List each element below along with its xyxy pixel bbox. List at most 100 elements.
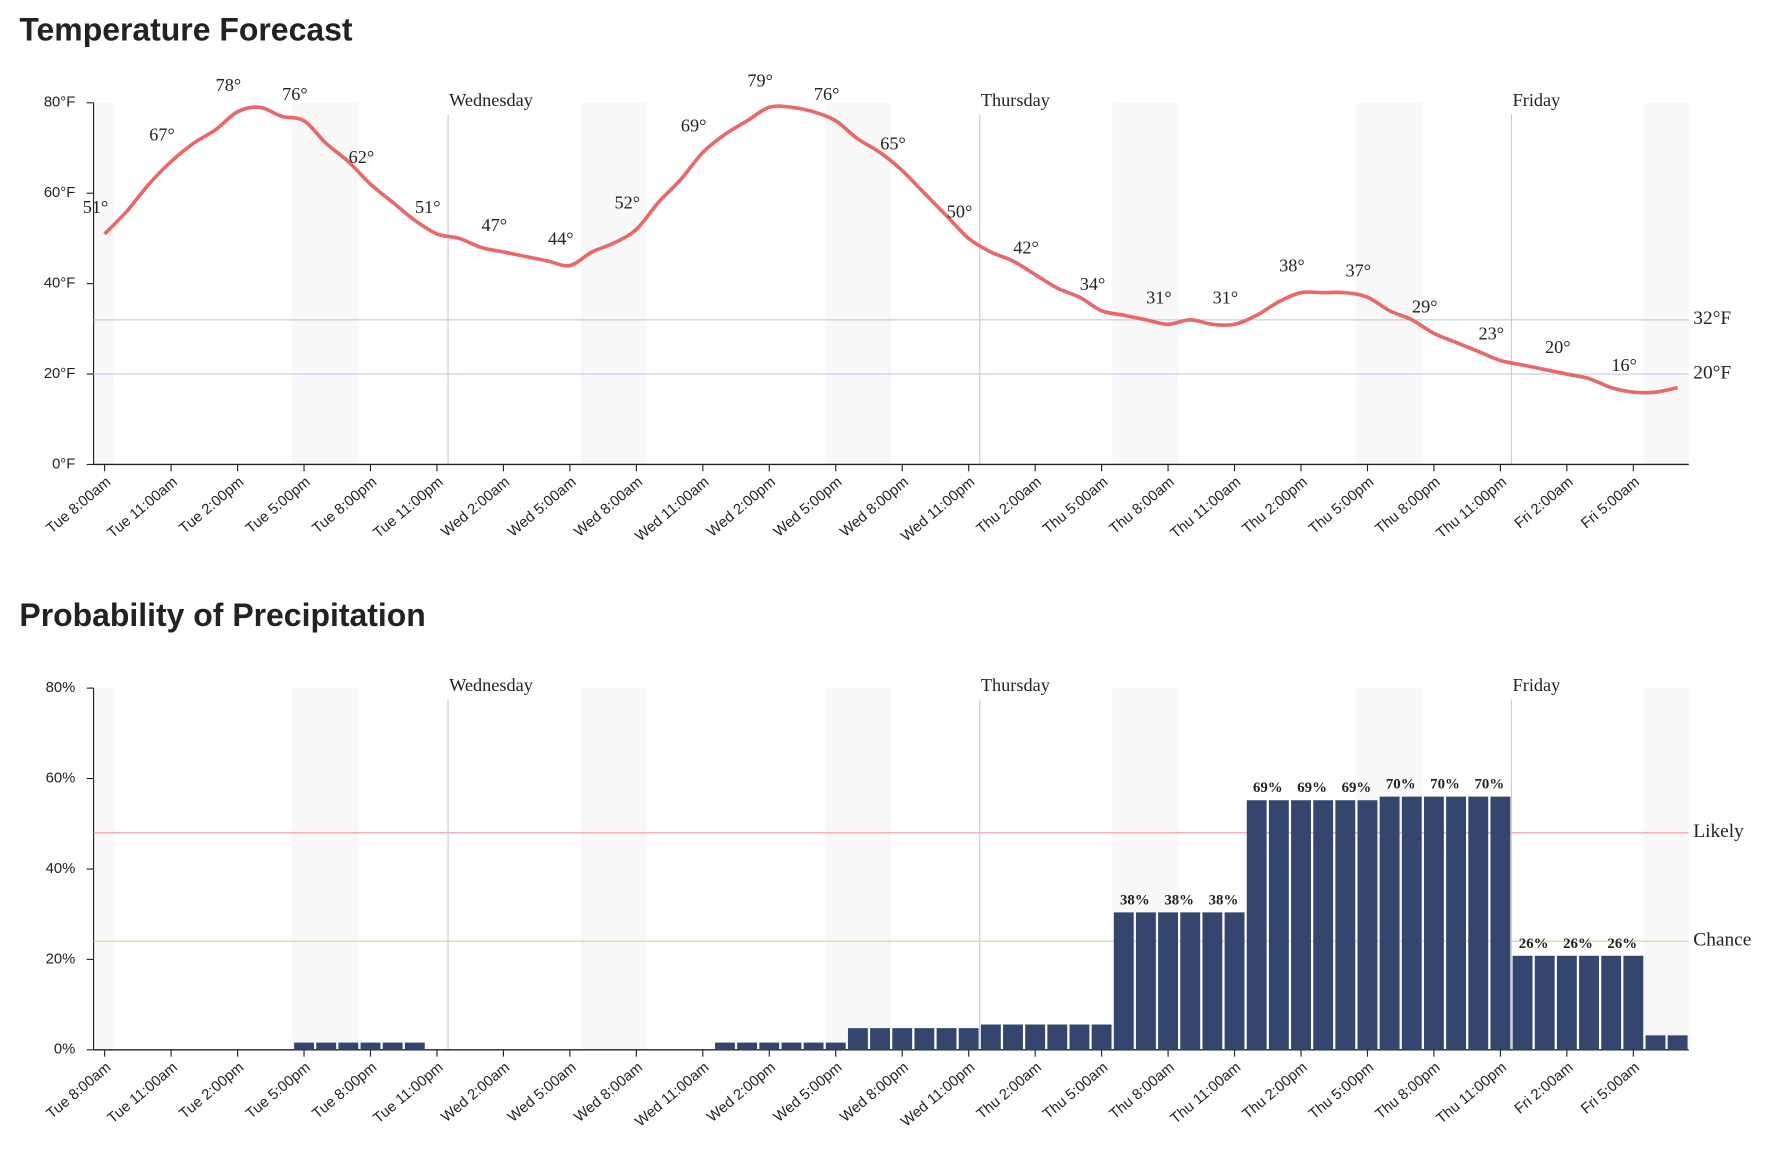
x-tick-label: Thu 5:00pm <box>1306 1060 1377 1123</box>
data-label: 69% <box>1342 780 1372 796</box>
bar <box>980 1024 1001 1050</box>
y-tick-label: 20°F <box>44 366 75 382</box>
x-tick-label: Thu 5:00pm <box>1306 474 1377 537</box>
temperature-line <box>103 104 1679 395</box>
x-tick-label: Tue 11:00am <box>105 1060 181 1127</box>
y-tick-label: 60% <box>46 770 76 786</box>
data-label: 51° <box>415 197 441 217</box>
data-label: 69° <box>681 116 707 136</box>
x-tick-label: Fri 5:00am <box>1578 1060 1643 1118</box>
x-tick-label: Tue 11:00pm <box>371 474 447 541</box>
bar <box>1357 800 1378 1050</box>
x-tick-label: Thu 11:00pm <box>1434 474 1510 542</box>
bar <box>1556 955 1577 1050</box>
day-label: Friday <box>1513 675 1562 695</box>
data-label: 37° <box>1346 260 1372 280</box>
bar <box>914 1028 935 1050</box>
night-band <box>824 688 892 1050</box>
bar <box>1601 955 1622 1050</box>
data-label: 31° <box>1146 287 1172 307</box>
x-tick-label: Tue 5:00pm <box>243 1060 313 1123</box>
y-tick-label: 40°F <box>44 276 75 292</box>
chart-title: Probability of Precipitation <box>19 597 425 633</box>
data-label: 38° <box>1279 256 1305 276</box>
bar <box>1047 1024 1068 1050</box>
bar <box>1202 912 1223 1050</box>
reference-label: 32°F <box>1693 308 1731 329</box>
data-label: 50° <box>947 201 973 221</box>
data-label: 23° <box>1478 324 1504 344</box>
chart-title: Temperature Forecast <box>19 11 352 47</box>
x-tick-label: Tue 8:00am <box>44 1060 114 1123</box>
y-tick-label: 0% <box>54 1042 75 1058</box>
x-tick-label: Tue 11:00am <box>105 474 181 541</box>
x-tick-label: Wed 5:00am <box>505 474 579 540</box>
bar <box>404 1042 425 1050</box>
day-label: Thursday <box>981 90 1051 110</box>
bar <box>1313 800 1334 1050</box>
bar <box>1534 955 1555 1050</box>
bar <box>1246 800 1267 1050</box>
x-tick-label: Thu 11:00am <box>1168 1060 1244 1128</box>
bar <box>1268 800 1289 1050</box>
y-tick-label: 20% <box>46 951 76 967</box>
data-label: 69% <box>1297 780 1327 796</box>
bar <box>1424 796 1444 1050</box>
night-band <box>1112 102 1179 465</box>
bar <box>1512 955 1533 1050</box>
bar <box>870 1028 890 1050</box>
data-label: 76° <box>282 84 308 104</box>
data-label: 16° <box>1611 355 1637 375</box>
x-tick-label: Fri 2:00am <box>1512 1060 1577 1118</box>
night-band <box>1356 102 1423 465</box>
bar <box>1490 796 1511 1050</box>
bar <box>316 1042 337 1050</box>
x-tick-label: Fri 5:00am <box>1578 474 1643 532</box>
x-tick-label: Thu 2:00am <box>974 474 1045 537</box>
day-label: Wednesday <box>449 675 534 695</box>
bar <box>1623 955 1644 1050</box>
bar <box>294 1042 314 1050</box>
bar <box>1025 1024 1046 1050</box>
night-band <box>1644 688 1689 1050</box>
x-tick-label: Fri 2:00am <box>1512 474 1577 532</box>
bar <box>1667 1035 1688 1050</box>
data-label: 42° <box>1013 238 1039 258</box>
y-tick-label: 80°F <box>44 95 75 111</box>
data-label: 38% <box>1120 892 1150 908</box>
data-label: 65° <box>880 134 906 154</box>
bar <box>958 1028 979 1050</box>
bar <box>1135 912 1156 1050</box>
x-tick-label: Thu 11:00pm <box>1434 1060 1510 1128</box>
x-tick-label: Thu 2:00pm <box>1240 1060 1311 1123</box>
data-label: 70% <box>1386 777 1416 793</box>
night-band <box>580 688 647 1050</box>
x-tick-label: Tue 8:00am <box>44 474 114 537</box>
bar <box>1579 955 1599 1050</box>
x-tick-label: Wed 2:00pm <box>704 474 778 540</box>
x-tick-label: Thu 8:00am <box>1107 1060 1178 1123</box>
bar <box>892 1028 913 1050</box>
bar <box>1468 796 1489 1050</box>
x-tick-label: Thu 5:00am <box>1040 474 1111 537</box>
bar <box>715 1042 735 1050</box>
data-label: 26% <box>1563 936 1593 952</box>
bar <box>1401 796 1422 1050</box>
bar <box>1113 912 1134 1050</box>
bar <box>803 1042 824 1050</box>
x-tick-label: Thu 8:00pm <box>1373 474 1444 537</box>
bar <box>759 1042 780 1050</box>
night-band <box>1644 102 1689 465</box>
data-label: 78° <box>216 75 242 95</box>
data-label: 29° <box>1412 296 1438 316</box>
data-label: 51° <box>83 197 109 217</box>
day-label: Wednesday <box>449 90 534 110</box>
bar <box>1335 800 1356 1050</box>
data-label: 38% <box>1164 892 1194 908</box>
reference-label: Likely <box>1693 821 1744 842</box>
data-label: 44° <box>548 229 574 249</box>
data-label: 70% <box>1474 777 1504 793</box>
bar <box>360 1042 381 1050</box>
bar <box>1291 800 1311 1050</box>
